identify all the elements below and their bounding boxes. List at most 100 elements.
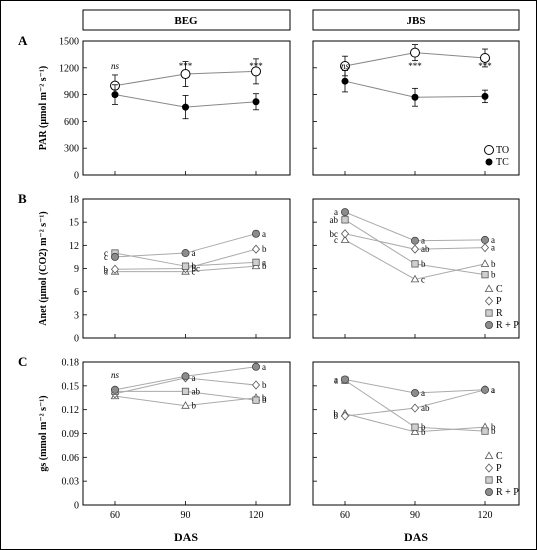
point-R (252, 396, 260, 404)
y-tick-label: 0.12 (62, 405, 80, 416)
significance-letter: b (334, 411, 339, 421)
significance-letter: a (334, 375, 338, 385)
point-R (481, 427, 489, 435)
point-R (481, 271, 489, 279)
y-tick-label: 0 (74, 501, 79, 512)
significance-letter: a (421, 388, 425, 398)
point-TO (410, 47, 420, 58)
significance-letter: b (104, 264, 109, 274)
significance-letter: a (491, 385, 495, 395)
y-tick-label: 6 (74, 287, 79, 298)
legend-marker-R (485, 309, 493, 317)
point-TC (182, 103, 189, 111)
significance-letter: bc (330, 229, 339, 239)
point-TO (480, 52, 490, 63)
y-tick-label: 600 (64, 117, 79, 128)
legend-marker-P (484, 463, 494, 473)
point-R (252, 258, 260, 266)
point-R + P (111, 385, 120, 394)
y-tick-label: 1200 (59, 63, 79, 74)
x-tick-label: 90 (410, 510, 420, 521)
significance-letter: b (491, 270, 496, 280)
point-P (251, 244, 261, 254)
strip-jbs-box (312, 9, 520, 31)
y-axis-title: PAR (μmol m⁻² s⁻¹) (38, 66, 49, 151)
point-R + P (340, 208, 349, 217)
significance-letter: c (104, 252, 108, 262)
significance-letter: a (262, 257, 266, 267)
strip-beg-box (82, 9, 291, 31)
significance-letter: b (421, 427, 426, 437)
legend-marker-R + P (484, 487, 493, 496)
significance-letter: a (262, 229, 266, 239)
significance-letter: b (262, 261, 267, 271)
strip-jbs-label: JBS (407, 15, 426, 27)
y-tick-label: 900 (64, 90, 79, 101)
legend-marker-R + P (484, 320, 493, 329)
point-R (411, 260, 419, 268)
legend-label-C: C (496, 284, 503, 295)
significance-letter: a (491, 235, 495, 245)
point-R (341, 216, 349, 224)
significance-letter: ab (330, 215, 339, 225)
significance-letter: b (491, 259, 496, 269)
y-tick-label: 0.03 (62, 477, 80, 488)
significance-letter: b (192, 261, 197, 271)
significance-annotation: ns (111, 61, 120, 71)
legend-label-TO: TO (496, 145, 509, 156)
legend-marker-R (485, 476, 493, 484)
point-TO (180, 69, 191, 80)
significance-letter: bc (192, 264, 201, 274)
legend-label-R + P: R + P (496, 487, 519, 498)
significance-letter: c (334, 235, 338, 245)
significance-letter: ab (421, 403, 430, 413)
significance-letter: b (262, 393, 267, 403)
legend-label-R: R (496, 308, 503, 319)
significance-letter: a (421, 236, 425, 246)
significance-letter: a (334, 374, 338, 384)
y-tick-label: 18 (69, 195, 79, 206)
legend-label-P: P (496, 296, 502, 307)
significance-letter: a (491, 243, 495, 253)
point-P (110, 264, 120, 274)
point-TC (252, 98, 260, 106)
y-tick-label: 1500 (59, 37, 79, 48)
point-R + P (111, 252, 120, 261)
point-P (410, 403, 420, 413)
significance-letter: b (334, 409, 339, 419)
y-tick-label: 15 (69, 218, 79, 229)
point-R (181, 262, 190, 270)
legend-marker-TO (484, 145, 494, 155)
y-tick-label: 0.18 (62, 358, 80, 369)
plot-frame (312, 40, 520, 176)
point-R + P (410, 236, 419, 245)
point-TC (111, 91, 119, 99)
y-tick-label: 300 (64, 144, 79, 155)
strip-beg-label: BEG (174, 15, 198, 27)
legend-marker-C (484, 284, 494, 292)
x-tick-label: 60 (340, 510, 350, 521)
y-tick-label: 9 (74, 264, 79, 275)
significance-letter: b (262, 395, 267, 405)
significance-letter: b (421, 259, 426, 269)
point-R + P (410, 388, 419, 397)
point-C (340, 235, 350, 243)
significance-letter: b (192, 401, 197, 411)
significance-letter: a (334, 207, 338, 217)
significance-letter: c (104, 248, 108, 258)
significance-letter: ab (192, 386, 201, 396)
significance-letter: b (262, 380, 267, 390)
significance-annotation: *** (478, 61, 492, 71)
legend-marker-P (484, 296, 494, 306)
y-tick-label: 0 (74, 171, 79, 182)
point-P (480, 243, 490, 253)
point-R + P (181, 249, 190, 258)
significance-letter: b (262, 244, 267, 254)
x-axis-title-jbs: DAS (404, 530, 428, 544)
